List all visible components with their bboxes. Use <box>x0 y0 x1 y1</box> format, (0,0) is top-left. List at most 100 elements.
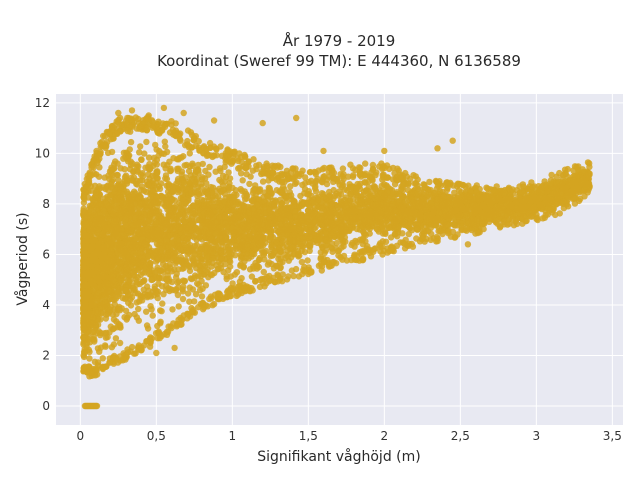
data-point <box>169 306 176 313</box>
data-point <box>134 167 141 174</box>
data-point <box>166 261 173 268</box>
data-point <box>110 341 118 348</box>
data-point <box>123 316 130 323</box>
data-point <box>166 158 173 165</box>
data-point <box>189 209 196 216</box>
data-point <box>243 171 250 178</box>
data-point <box>145 154 153 161</box>
data-point <box>132 235 139 242</box>
data-point <box>223 228 230 236</box>
data-point <box>264 261 272 268</box>
data-point <box>147 164 154 172</box>
data-point <box>110 325 118 332</box>
data-point <box>113 171 121 179</box>
data-point <box>119 294 126 302</box>
data-point <box>163 148 171 156</box>
data-point <box>498 210 505 217</box>
data-point <box>199 174 206 181</box>
data-point <box>241 232 248 240</box>
data-point <box>237 170 245 177</box>
data-point <box>198 293 206 300</box>
data-point <box>238 275 245 282</box>
data-point <box>167 167 175 174</box>
data-point <box>193 216 200 224</box>
data-point <box>104 149 112 157</box>
data-point <box>230 206 238 213</box>
data-point <box>154 169 161 176</box>
data-point <box>256 256 263 263</box>
data-point <box>232 252 239 259</box>
data-point <box>224 250 232 257</box>
data-point <box>259 178 267 185</box>
data-point <box>122 172 130 179</box>
data-point <box>154 175 161 182</box>
data-point <box>99 355 107 362</box>
data-point <box>321 249 328 256</box>
data-point <box>206 163 213 171</box>
data-point <box>198 277 205 285</box>
data-point <box>145 171 152 178</box>
data-point <box>287 183 294 190</box>
data-point <box>239 177 246 184</box>
data-point <box>441 205 448 212</box>
data-point <box>336 188 343 195</box>
data-point <box>362 179 369 186</box>
data-point <box>133 279 140 286</box>
data-point <box>450 221 458 228</box>
data-point <box>132 289 139 297</box>
data-point <box>174 178 181 185</box>
data-point <box>157 267 165 274</box>
data-point <box>405 230 412 238</box>
data-point <box>186 298 193 305</box>
data-point <box>260 268 267 276</box>
data-point <box>121 166 128 173</box>
data-point <box>135 317 142 324</box>
data-point <box>191 298 198 305</box>
data-point <box>111 161 118 168</box>
data-point <box>192 291 200 298</box>
data-point <box>161 138 168 145</box>
data-point <box>308 192 315 199</box>
data-point <box>133 161 141 168</box>
data-point <box>146 291 154 298</box>
data-point <box>298 258 306 266</box>
data-point <box>330 186 337 194</box>
data-point <box>249 250 256 258</box>
data-point <box>106 329 113 336</box>
data-point <box>91 336 98 343</box>
data-point <box>149 312 156 319</box>
data-point <box>222 260 229 268</box>
data-point <box>175 303 182 310</box>
data-point <box>185 178 193 185</box>
data-point <box>178 171 185 178</box>
data-point <box>254 262 261 269</box>
data-point <box>189 286 197 293</box>
data-point <box>102 315 110 322</box>
data-point <box>137 143 144 150</box>
data-point <box>178 154 185 161</box>
data-point <box>126 146 133 153</box>
data-point <box>150 154 158 162</box>
data-point <box>135 305 142 313</box>
data-point <box>172 260 179 267</box>
data-point <box>304 215 311 222</box>
data-point <box>160 161 167 168</box>
data-point <box>217 248 224 255</box>
data-point <box>199 285 206 292</box>
data-point <box>145 252 152 260</box>
data-point <box>327 244 334 251</box>
data-point <box>97 331 104 339</box>
data-point <box>217 261 224 268</box>
data-point <box>270 265 278 272</box>
data-point <box>382 230 389 237</box>
data-point <box>162 143 169 150</box>
data-point <box>141 150 148 157</box>
data-point <box>248 273 256 280</box>
data-point <box>231 271 238 278</box>
data-point <box>138 156 145 163</box>
data-point <box>112 335 120 342</box>
data-point <box>158 308 165 315</box>
points-layer <box>80 104 593 410</box>
